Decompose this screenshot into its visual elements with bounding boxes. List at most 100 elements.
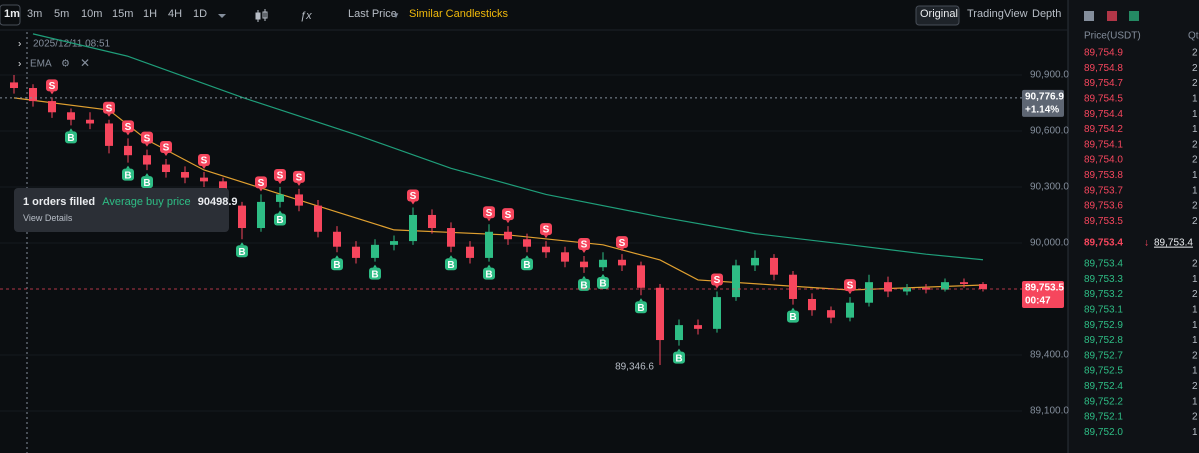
candle-type-icon[interactable] xyxy=(255,9,268,22)
candle-body xyxy=(656,287,664,341)
ob-price: 89,752.4 xyxy=(1084,381,1123,392)
crosshair-change: +1.14% xyxy=(1025,105,1059,116)
trade-marker-pointer xyxy=(582,275,586,279)
interval[interactable]: 4H xyxy=(168,8,183,20)
candle-body xyxy=(884,282,892,292)
ob-qty: 1 xyxy=(1192,274,1198,285)
price-type-caret[interactable]: ▼ xyxy=(392,11,400,20)
interval[interactable]: 5m xyxy=(54,8,70,20)
candle-body xyxy=(808,298,816,311)
collapse-arrow[interactable]: › xyxy=(18,39,21,50)
candle-body xyxy=(732,265,740,298)
trade-marker xyxy=(141,131,153,144)
ob-qty: 1 xyxy=(1192,427,1198,438)
trade-marker xyxy=(369,267,381,280)
candle-body xyxy=(371,244,379,258)
low-label: 89,346.6 xyxy=(615,362,654,373)
trade-marker-label: S xyxy=(277,171,284,182)
trade-marker-label: S xyxy=(163,143,170,154)
candle-body xyxy=(143,155,151,165)
trade-marker-label: B xyxy=(675,353,682,364)
ob-header: Qt xyxy=(1188,31,1199,42)
trade-marker xyxy=(274,213,286,226)
indicator-icon[interactable]: ƒx xyxy=(300,10,312,22)
ob-qty: 1 xyxy=(1192,109,1198,120)
trade-marker-label: S xyxy=(486,208,493,219)
order-tooltip[interactable]: 1 orders filled Average buy price 90498.… xyxy=(14,188,238,232)
interval[interactable]: 1m xyxy=(4,8,20,20)
trade-marker-label: S xyxy=(543,225,550,236)
price-type[interactable]: Last Price xyxy=(348,8,397,20)
view-tab[interactable]: TradingView xyxy=(967,8,1028,20)
crosshair-price: 90,776.9 xyxy=(1025,92,1064,103)
trade-marker-label: S xyxy=(410,191,417,202)
trade-marker-pointer xyxy=(487,218,491,222)
candle-body xyxy=(295,194,303,206)
trade-marker xyxy=(635,301,647,314)
candle-body xyxy=(181,172,189,178)
last-price: 89,753.5 xyxy=(1025,283,1064,294)
ob-price: 89,752.1 xyxy=(1084,412,1123,423)
order-book-icons[interactable] xyxy=(1084,11,1139,21)
trade-marker-label: S xyxy=(106,103,113,114)
dropdown-caret[interactable] xyxy=(218,14,226,18)
tooltip-link[interactable]: View Details xyxy=(23,213,73,223)
trade-marker xyxy=(844,279,856,292)
crosshair-time: 2025/12/11 08:51 xyxy=(33,39,111,50)
ob-price: 89,754.4 xyxy=(1084,109,1123,120)
trade-marker-label: S xyxy=(619,238,626,249)
trade-marker-pointer xyxy=(373,264,377,268)
trade-marker-label: B xyxy=(371,269,378,280)
settings-icon[interactable]: ⚙ xyxy=(61,59,70,70)
candle-body xyxy=(580,261,588,268)
interval[interactable]: 15m xyxy=(112,8,134,20)
candle-body xyxy=(238,205,246,229)
ob-price: 89,753.2 xyxy=(1084,289,1123,300)
ob-qty: 1 xyxy=(1192,124,1198,135)
candle-body xyxy=(504,231,512,240)
trade-marker xyxy=(445,258,457,271)
trade-marker-pointer xyxy=(145,143,149,147)
trade-marker xyxy=(103,101,115,114)
candle-body xyxy=(124,145,132,156)
trade-marker-label: B xyxy=(124,170,131,181)
y-tick-label: 90,600.0 xyxy=(1030,126,1069,137)
ob-qty: 1 xyxy=(1192,366,1198,377)
ob-qty: 2 xyxy=(1192,78,1198,89)
trade-marker-pointer xyxy=(848,291,852,295)
ob-qty: 2 xyxy=(1192,139,1198,150)
interval[interactable]: 1H xyxy=(143,8,158,20)
candle-body xyxy=(599,259,607,268)
trade-marker xyxy=(711,273,723,286)
trade-marker-pointer xyxy=(582,250,586,254)
candle-body xyxy=(542,246,550,253)
trade-marker-label: B xyxy=(485,269,492,280)
candle-body xyxy=(485,231,493,258)
trade-marker-label: B xyxy=(333,260,340,271)
ob-qty: 2 xyxy=(1192,48,1198,59)
ob-price: 89,754.5 xyxy=(1084,94,1123,105)
trade-marker xyxy=(122,168,134,181)
candle-body xyxy=(390,241,398,245)
ob-price: 89,752.0 xyxy=(1084,427,1123,438)
trade-marker-label: B xyxy=(276,215,283,226)
ob-qty: 1 xyxy=(1192,94,1198,105)
trade-marker-pointer xyxy=(506,220,510,224)
ob-qty: 2 xyxy=(1192,289,1198,300)
view-tab[interactable]: Original xyxy=(920,8,958,20)
interval[interactable]: 3m xyxy=(27,8,43,20)
interval[interactable]: 1D xyxy=(193,8,208,20)
view-tab[interactable]: Depth xyxy=(1032,8,1062,20)
candle-body xyxy=(200,177,208,182)
ob-qty: 2 xyxy=(1192,259,1198,270)
candle-body xyxy=(960,282,968,285)
ob-price: 89,752.9 xyxy=(1084,320,1123,331)
trade-marker-pointer xyxy=(487,264,491,268)
interval[interactable]: 10m xyxy=(81,8,103,20)
close-icon[interactable]: ✕ xyxy=(80,56,90,70)
similar-candlesticks[interactable]: Similar Candlesticks xyxy=(409,8,509,20)
trade-marker xyxy=(293,170,305,183)
trade-marker xyxy=(198,154,210,167)
collapse-arrow[interactable]: › xyxy=(18,59,21,70)
ob-price: 89,754.1 xyxy=(1084,139,1123,150)
